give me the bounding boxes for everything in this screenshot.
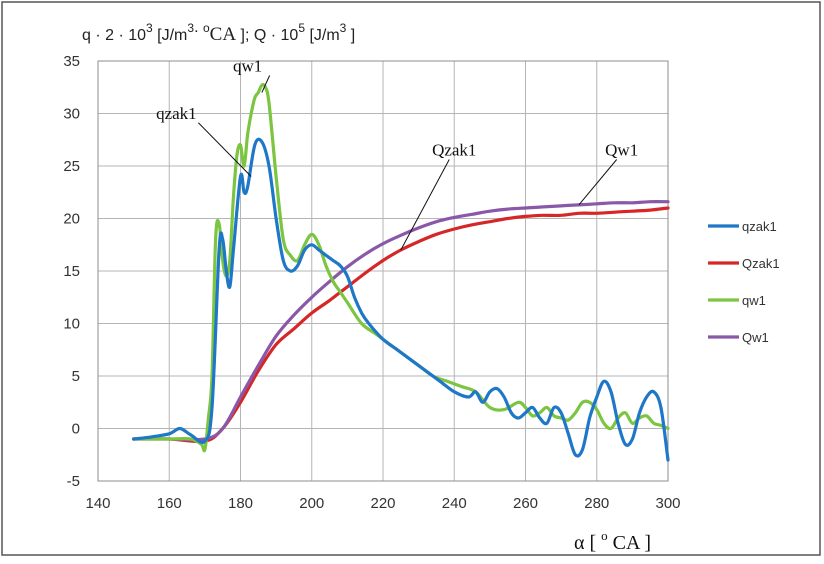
y-tick-label: 30: [63, 106, 80, 123]
series-line-Qzak1: [132, 206, 670, 444]
x-tick-label: 180: [228, 495, 253, 512]
annotation-label-Qw1: Qw1: [605, 141, 638, 160]
tick-labels: -5 0 5 10 15 20 25 30 35 140 160 180 200 220 240 260 280…: [63, 53, 680, 512]
y-tick-label: 0: [72, 421, 80, 438]
grid: [97, 60, 669, 482]
series-line-qw1: [132, 83, 670, 453]
legend-label-Qw1: Qw1: [742, 330, 769, 345]
x-tick-label: 220: [370, 495, 395, 512]
annotation-leader-Qw1: [578, 159, 618, 206]
x-tick-label: 280: [584, 495, 609, 512]
x-tick-label: 240: [442, 495, 467, 512]
annotations: qw1 qzak1 Qzak1 Qw1: [156, 57, 638, 251]
x-axis-title: α [ o CA ]: [574, 528, 651, 554]
x-tick-label: 160: [157, 495, 182, 512]
y-tick-label: 5: [72, 368, 80, 385]
y-tick-label: 10: [63, 316, 80, 333]
y-tick-label: 15: [63, 263, 80, 280]
y-tick-label: 20: [63, 211, 80, 228]
y-axis-title: q · 2 · 103 [J/m3. oCA ]; Q · 105 [J/m3 …: [82, 19, 355, 45]
legend: qzak1 Qzak1 qw1 Qw1: [708, 219, 780, 345]
legend-label-qw1: qw1: [742, 293, 766, 308]
y-tick-label: -5: [67, 473, 80, 490]
y-tick-label: 25: [63, 158, 80, 175]
series-lines: [132, 83, 670, 462]
legend-label-qzak1: qzak1: [742, 219, 777, 234]
chart-outer-frame: [1, 1, 821, 556]
series-line-Qw1: [132, 200, 670, 442]
annotation-leader-Qzak1: [400, 159, 450, 251]
plot-area-border: [97, 60, 669, 482]
series-line-qzak1: [132, 137, 670, 462]
y-tick-label: 35: [63, 53, 80, 70]
annotation-leader-qzak1: [198, 122, 252, 177]
annotation-leader-qw1: [261, 75, 271, 93]
x-tick-label: 200: [299, 495, 324, 512]
annotation-label-qw1: qw1: [233, 57, 262, 76]
annotation-label-qzak1: qzak1: [156, 104, 197, 123]
x-tick-label: 140: [85, 495, 110, 512]
x-tick-label: 260: [513, 495, 538, 512]
x-tick-label: 300: [655, 495, 680, 512]
legend-label-Qzak1: Qzak1: [742, 256, 780, 271]
annotation-label-Qzak1: Qzak1: [432, 141, 476, 160]
